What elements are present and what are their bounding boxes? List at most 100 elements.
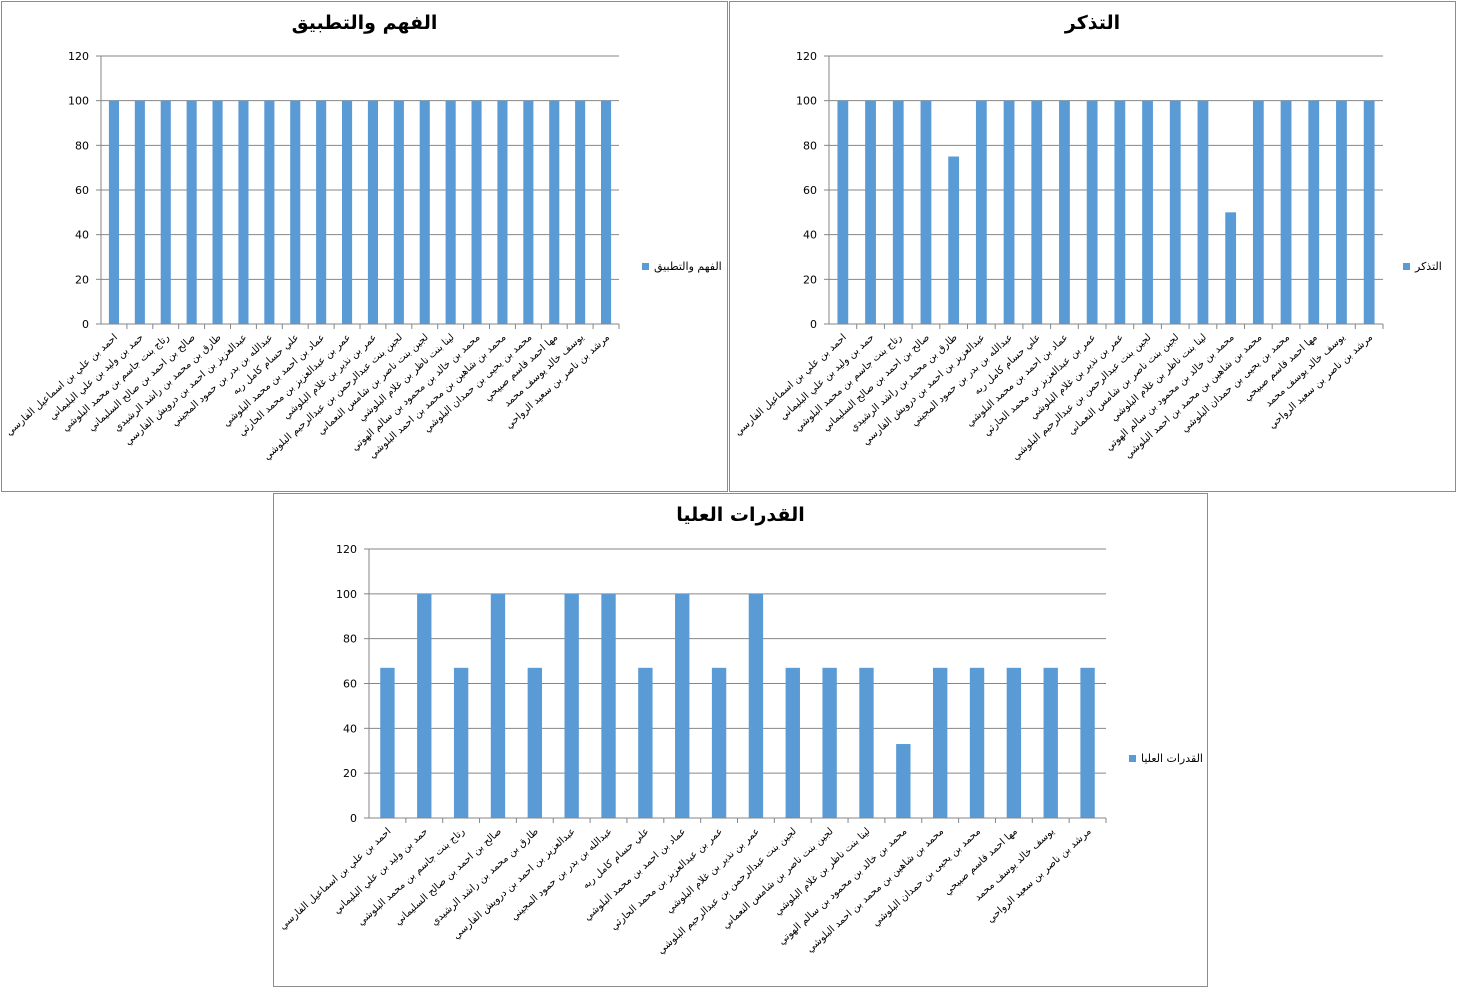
bar [1169,100,1181,325]
bar [264,100,275,325]
bar [1059,100,1070,325]
bar [1114,100,1126,325]
chart-comprehension-application: الفهم والتطبيق 0 20 40 60 80 100 120 احمد بن عل… [1,1,728,492]
y-tick-label: 60 [803,184,817,197]
bar [896,744,911,818]
bar [920,100,932,325]
bar [316,100,327,325]
y-tick-label: 0 [350,812,357,825]
y-tick-label: 40 [343,722,357,735]
legend-swatch [1403,263,1410,270]
bar [238,100,249,325]
y-tick-label: 120 [68,50,89,63]
bar [497,100,508,325]
x-tick-label: محمد بن شاهين بن محمد بن احمد البلوشي [805,826,946,955]
bar [1363,100,1375,325]
bar [1031,100,1043,325]
y-tick-label: 40 [803,229,817,242]
bar [1336,100,1347,325]
y-tick-label: 120 [336,543,357,556]
legend-label: الفهم والتطبيق [654,260,722,273]
bar [564,593,579,818]
x-tick-label: علي حسام كامل ربه [581,826,652,891]
bar [932,667,948,818]
bar [1252,100,1264,325]
bar [527,667,543,818]
chart-legend: القدرات العليا [1129,752,1203,765]
bar [638,667,653,818]
bar [1080,667,1095,818]
bar [575,100,586,325]
bar [1006,667,1022,818]
y-tick-label: 100 [68,95,89,108]
bar [1043,667,1058,818]
bar [212,100,223,325]
bar [108,100,120,325]
bar [341,100,353,325]
chart-title: الفهم والتطبيق [291,12,438,34]
y-tick-label: 0 [82,318,89,331]
y-tick-label: 20 [75,273,89,286]
bar [134,100,145,325]
y-tick-label: 80 [343,633,357,646]
bar [748,593,764,818]
bar [969,667,985,818]
bar [837,100,849,325]
chart-higher-abilities: القدرات العليا 0 20 40 60 80 100 120 احمد بن عل… [273,493,1208,987]
chart-title: القدرات العليا [676,504,805,526]
chart-legend: الفهم والتطبيق [642,260,722,273]
bar [453,667,469,818]
bar [1280,100,1292,325]
bar [419,100,430,325]
legend-label: التذكر [1415,260,1442,273]
y-tick-label: 80 [75,139,89,152]
bar [711,667,727,818]
bar [1225,212,1237,324]
legend-swatch [642,263,649,270]
chart-title: التذكر [1064,12,1121,34]
y-tick-label: 60 [75,184,89,197]
bar [380,667,395,818]
bar [859,667,874,818]
y-tick-label: 100 [336,588,357,601]
bar [393,100,404,325]
bar [523,100,534,325]
bar [822,667,837,818]
bar [1003,100,1015,325]
bar [1142,100,1153,325]
legend-swatch [1129,755,1136,762]
y-tick-label: 120 [796,50,817,63]
bar [471,100,482,325]
bar [785,667,800,818]
chart-legend: التذكر [1403,260,1442,273]
y-tick-label: 0 [810,318,817,331]
legend-label: القدرات العليا [1141,752,1203,765]
y-tick-label: 20 [803,273,817,286]
bar [1086,100,1098,325]
bar [490,593,506,818]
bar [600,100,612,325]
bar [892,100,904,325]
chart-recall: التذكر 0 20 40 60 80 100 120 احمد بن علي بن اسم… [729,1,1456,492]
bar [948,156,960,324]
bar [417,593,432,818]
y-tick-label: 20 [343,767,357,780]
bar [160,100,171,325]
bar [601,593,616,818]
bar [186,100,197,325]
bar [975,100,987,325]
bar [367,100,379,325]
y-tick-label: 60 [343,678,357,691]
bar [549,100,560,325]
bar [675,593,690,818]
y-tick-label: 100 [796,95,817,108]
bar [865,100,876,325]
y-tick-label: 80 [803,139,817,152]
bar [290,100,301,325]
bar [445,100,456,325]
y-tick-label: 40 [75,229,89,242]
bar [1197,100,1209,325]
